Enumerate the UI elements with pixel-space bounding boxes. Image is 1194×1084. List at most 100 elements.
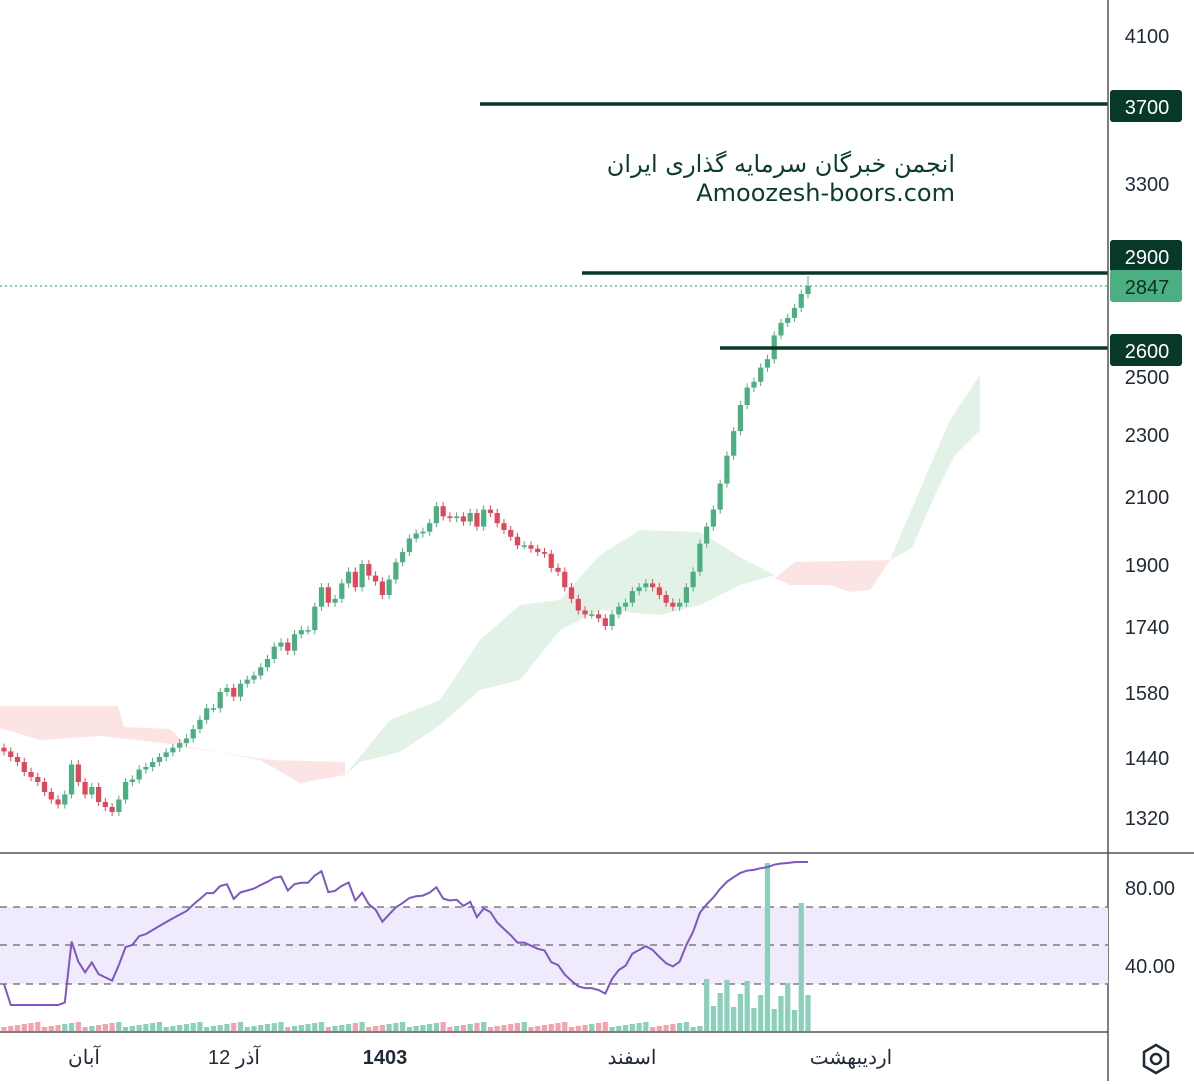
volume-bar	[129, 1026, 135, 1031]
candle-body	[400, 552, 406, 563]
candle-body	[197, 719, 203, 730]
candle-body	[231, 687, 237, 697]
candle-body	[785, 317, 791, 323]
volume-bar	[805, 995, 811, 1031]
volume-bar	[771, 1009, 777, 1031]
volume-bar	[163, 1027, 169, 1031]
volume-bar	[251, 1026, 257, 1031]
volume-bar	[116, 1022, 122, 1031]
candle-body	[379, 581, 385, 595]
price-tick: 3300	[1125, 174, 1170, 196]
volume-bar	[136, 1025, 142, 1031]
candle-body	[737, 405, 744, 432]
volume-bar	[305, 1024, 311, 1031]
candle-body	[55, 799, 61, 805]
volume-bar	[785, 983, 791, 1031]
candle-body	[555, 567, 561, 572]
volume-bar	[271, 1023, 277, 1031]
candle-body	[1, 747, 7, 752]
volume-bar	[278, 1022, 284, 1031]
volume-bar	[622, 1025, 629, 1031]
volume-bar	[14, 1025, 21, 1031]
rsi-tick: 40.00	[1125, 956, 1175, 978]
volume-bar	[237, 1022, 244, 1031]
volume-bar	[737, 994, 744, 1031]
candle-body	[413, 533, 419, 539]
volume-bar	[582, 1025, 588, 1031]
candle-body	[589, 614, 595, 616]
candle-body	[68, 764, 75, 795]
candle-body	[481, 509, 487, 527]
volume-bar	[616, 1026, 622, 1031]
candle-body	[454, 516, 460, 519]
price-axis[interactable]: 4100 3300 2500 2300 2100 1900 1740 1580 …	[1125, 26, 1170, 830]
candle-body	[629, 591, 635, 603]
candle-body	[136, 769, 142, 780]
candle-body	[710, 509, 717, 527]
candle-body	[143, 767, 149, 770]
candle-body	[622, 602, 629, 607]
price-tick: 1440	[1125, 748, 1170, 770]
volume-bar	[258, 1025, 264, 1031]
volume-bar	[224, 1024, 230, 1031]
price-tag-3700: 3700	[1110, 90, 1182, 122]
candle-body	[541, 552, 548, 554]
candle-body	[204, 708, 210, 720]
volume-bar	[231, 1023, 237, 1031]
volume-bar	[427, 1024, 433, 1031]
price-tick: 1740	[1125, 617, 1170, 639]
candle-body	[690, 571, 696, 588]
candle-body	[271, 646, 277, 659]
candle-body	[508, 530, 514, 537]
volume-bar	[636, 1023, 642, 1031]
volume-bar	[717, 993, 723, 1031]
volume-bar	[494, 1026, 500, 1031]
candle-body	[609, 614, 615, 626]
candle-body	[210, 708, 217, 710]
volume-bar	[751, 1008, 757, 1031]
last-price-tag: 2847	[1110, 270, 1182, 302]
candle-body	[163, 752, 169, 757]
volume-bar	[285, 1027, 291, 1031]
volume-bar	[366, 1027, 372, 1031]
candle-body	[177, 743, 183, 748]
candle-body	[731, 431, 737, 456]
price-tick: 2300	[1125, 425, 1170, 447]
volume-bar	[798, 903, 804, 1031]
volume-bar	[650, 1027, 656, 1031]
candle-body	[170, 747, 176, 753]
candle-body	[744, 387, 750, 405]
volume-series	[1, 863, 811, 1031]
candle-body	[697, 543, 703, 572]
volume-bar	[210, 1026, 217, 1031]
candle-body	[656, 587, 662, 595]
volume-bar	[656, 1026, 662, 1031]
candle-body	[677, 602, 683, 607]
volume-bar	[68, 1023, 75, 1031]
volume-bar	[562, 1022, 568, 1031]
candle-body	[514, 536, 521, 546]
bullish-cloud	[345, 530, 775, 775]
chart-settings-button[interactable]	[1136, 1039, 1176, 1079]
time-axis[interactable]: آبان 12 آذر 1403 اسفند اردیبهشت	[68, 1045, 892, 1069]
candle-body	[636, 587, 642, 592]
volume-bar	[406, 1027, 412, 1031]
volume-bar	[190, 1023, 196, 1031]
candle-body	[447, 516, 453, 519]
volume-bar	[123, 1027, 129, 1031]
candle-body	[575, 598, 581, 611]
candle-body	[616, 606, 622, 615]
candle-body	[156, 757, 162, 762]
candle-series	[1, 276, 811, 816]
volume-bar	[778, 996, 784, 1031]
time-tick: اسفند	[608, 1047, 657, 1069]
volume-bar	[535, 1026, 541, 1031]
price-tick: 2100	[1125, 487, 1170, 509]
candle-body	[89, 787, 95, 795]
volume-bar	[447, 1027, 453, 1031]
candle-body	[420, 531, 426, 534]
candle-body	[48, 792, 54, 800]
candle-body	[318, 587, 325, 607]
price-tick: 4100	[1125, 26, 1170, 48]
